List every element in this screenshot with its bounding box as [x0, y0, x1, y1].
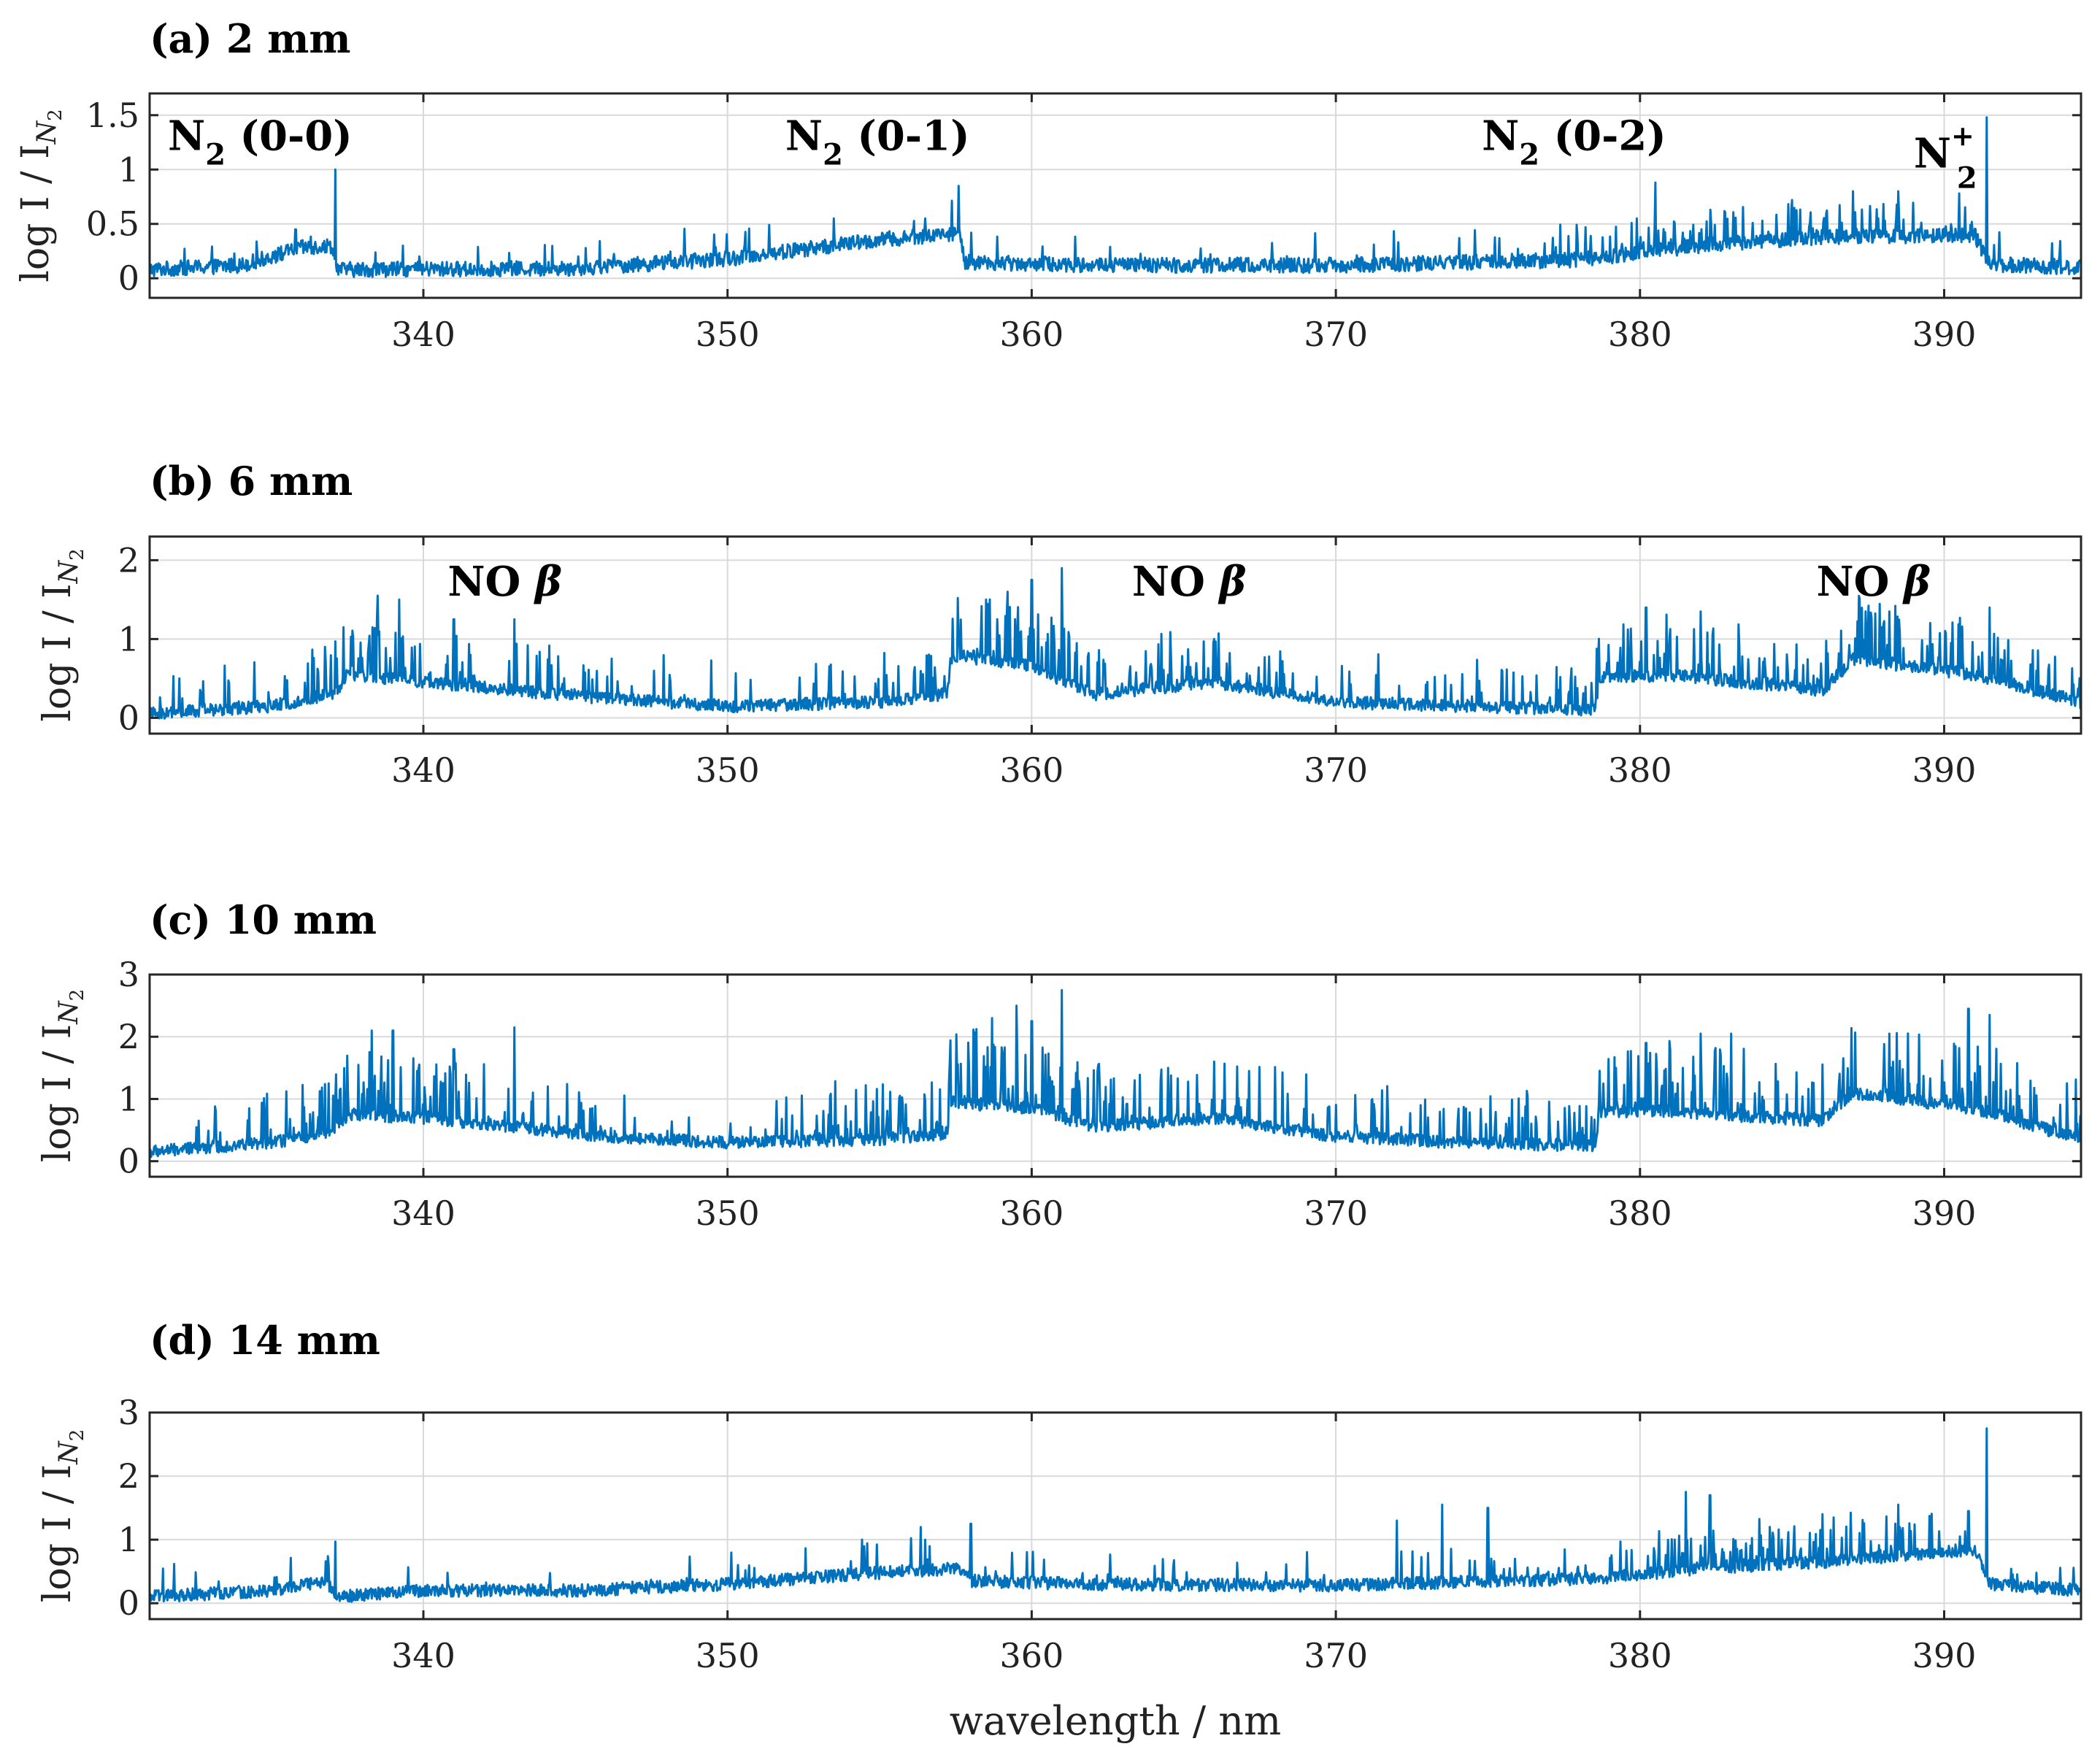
x-tick-label: 370 [1304, 750, 1368, 790]
x-tick-label: 390 [1912, 315, 1977, 354]
panel-a: (a) 2 mm 340 350 360 370 380 390 0 0.5 1 1.5 log I … [14, 15, 2082, 354]
y-tick-label: 2 [118, 1456, 139, 1496]
x-tick-label: 390 [1912, 1636, 1977, 1675]
x-tick-label: 340 [391, 1636, 455, 1675]
peak-annotation: N2 (0-1) [785, 112, 970, 172]
y-tick-label: 1.5 [86, 96, 139, 135]
x-tick-label: 350 [696, 1636, 760, 1675]
x-tick-label: 380 [1608, 750, 1672, 790]
panel-title: (a) 2 mm [150, 15, 351, 62]
y-tick-label: 0 [118, 698, 139, 737]
y-tick-label: 2 [118, 540, 139, 580]
peak-annotation: NO β [1816, 558, 1931, 606]
x-tick-label: 350 [696, 750, 760, 790]
panel-c: (c) 10 mm 340 350 360 370 380 390 0 1 2 3 log I / I… [36, 896, 2082, 1233]
x-axis-label: wavelength / nm [950, 1698, 1281, 1744]
x-tick-label: 370 [1304, 1194, 1368, 1233]
panel-title: (c) 10 mm [150, 896, 377, 943]
y-tick-label: 1 [118, 619, 139, 658]
x-tick-label: 350 [696, 315, 760, 354]
spectrum-line [148, 566, 2082, 720]
x-tick-label: 340 [391, 315, 455, 354]
y-tick-label: 1 [118, 1079, 139, 1118]
x-tick-label: 390 [1912, 1194, 1977, 1233]
panel-d: (d) 14 mm 340 350 360 370 380 390 0 1 2 3 log I / I… [36, 1317, 2082, 1675]
x-tick-label: 360 [1000, 315, 1064, 354]
x-tick-label: 380 [1608, 315, 1672, 354]
spectrum-line [148, 988, 2082, 1158]
y-axis-label: log I / IN2 [36, 1429, 88, 1602]
x-tick-label: 370 [1304, 315, 1368, 354]
x-tick-label: 340 [391, 1194, 455, 1233]
x-tick-label: 360 [1000, 1194, 1064, 1233]
x-tick-label: 390 [1912, 750, 1977, 790]
y-axis-label: log I / IN2 [36, 548, 88, 721]
y-tick-label: 3 [118, 1393, 139, 1432]
y-tick-label: 2 [118, 1017, 139, 1056]
x-tick-label: 380 [1608, 1636, 1672, 1675]
y-tick-label: 0.5 [86, 204, 139, 244]
y-tick-label: 0 [118, 258, 139, 298]
axes-frame [148, 973, 2082, 1178]
x-tick-label: 360 [1000, 1636, 1064, 1675]
y-tick-label: 3 [118, 955, 139, 994]
y-tick-label: 1 [118, 1520, 139, 1559]
axes-frame [148, 1411, 2082, 1621]
x-tick-label: 350 [696, 1194, 760, 1233]
spectrum-line [148, 1427, 2082, 1603]
axes-frame [148, 92, 2082, 299]
peak-annotation: NO β [447, 558, 562, 606]
panel-title: (d) 14 mm [150, 1317, 380, 1364]
peak-annotation: NO β [1132, 558, 1247, 606]
peak-annotation: N+ 2 [1914, 119, 1977, 195]
peak-annotation: N2 (0-2) [1482, 112, 1666, 172]
x-tick-label: 370 [1304, 1636, 1368, 1675]
peak-annotation: N2 (0-0) [168, 112, 353, 172]
x-tick-label: 340 [391, 750, 455, 790]
y-tick-label: 1 [118, 150, 139, 189]
x-tick-label: 360 [1000, 750, 1064, 790]
x-tick-label: 380 [1608, 1194, 1672, 1233]
grid [150, 974, 2081, 1177]
panel-b: (b) 6 mm 340 350 360 370 380 390 0 1 2 log I / IN2… [36, 458, 2082, 790]
grid [150, 537, 2081, 734]
y-axis-label: log I / IN2 [36, 989, 88, 1162]
y-tick-label: 0 [118, 1142, 139, 1181]
spectrum-line [149, 116, 2082, 278]
y-tick-label: 0 [118, 1583, 139, 1623]
y-axis-label: log I / IN2 [14, 109, 66, 282]
panel-title: (b) 6 mm [150, 458, 353, 504]
axes-frame [148, 535, 2082, 735]
grid [150, 93, 2081, 298]
